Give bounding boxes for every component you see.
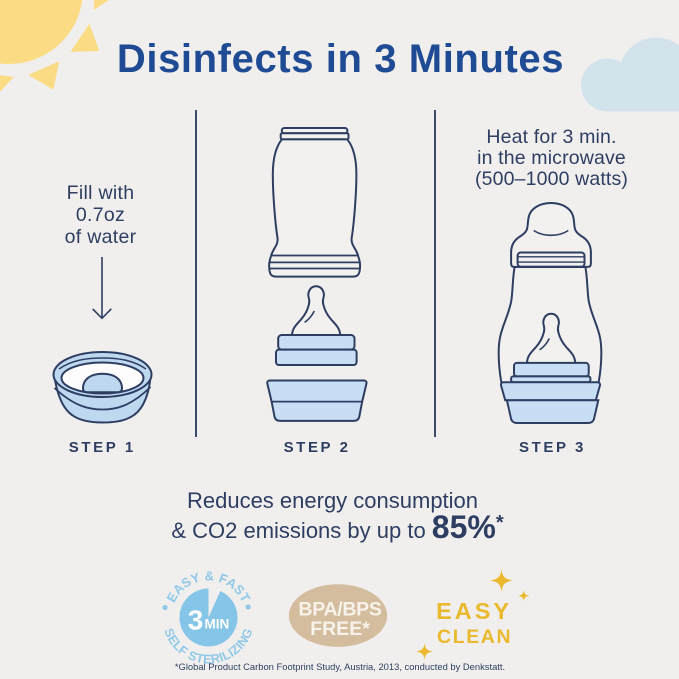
svg-text:3: 3 [188, 605, 204, 636]
svg-text:BPA/BPS: BPA/BPS [298, 599, 381, 621]
svg-text:FREE*: FREE* [310, 618, 370, 640]
svg-text:MIN: MIN [205, 616, 230, 631]
